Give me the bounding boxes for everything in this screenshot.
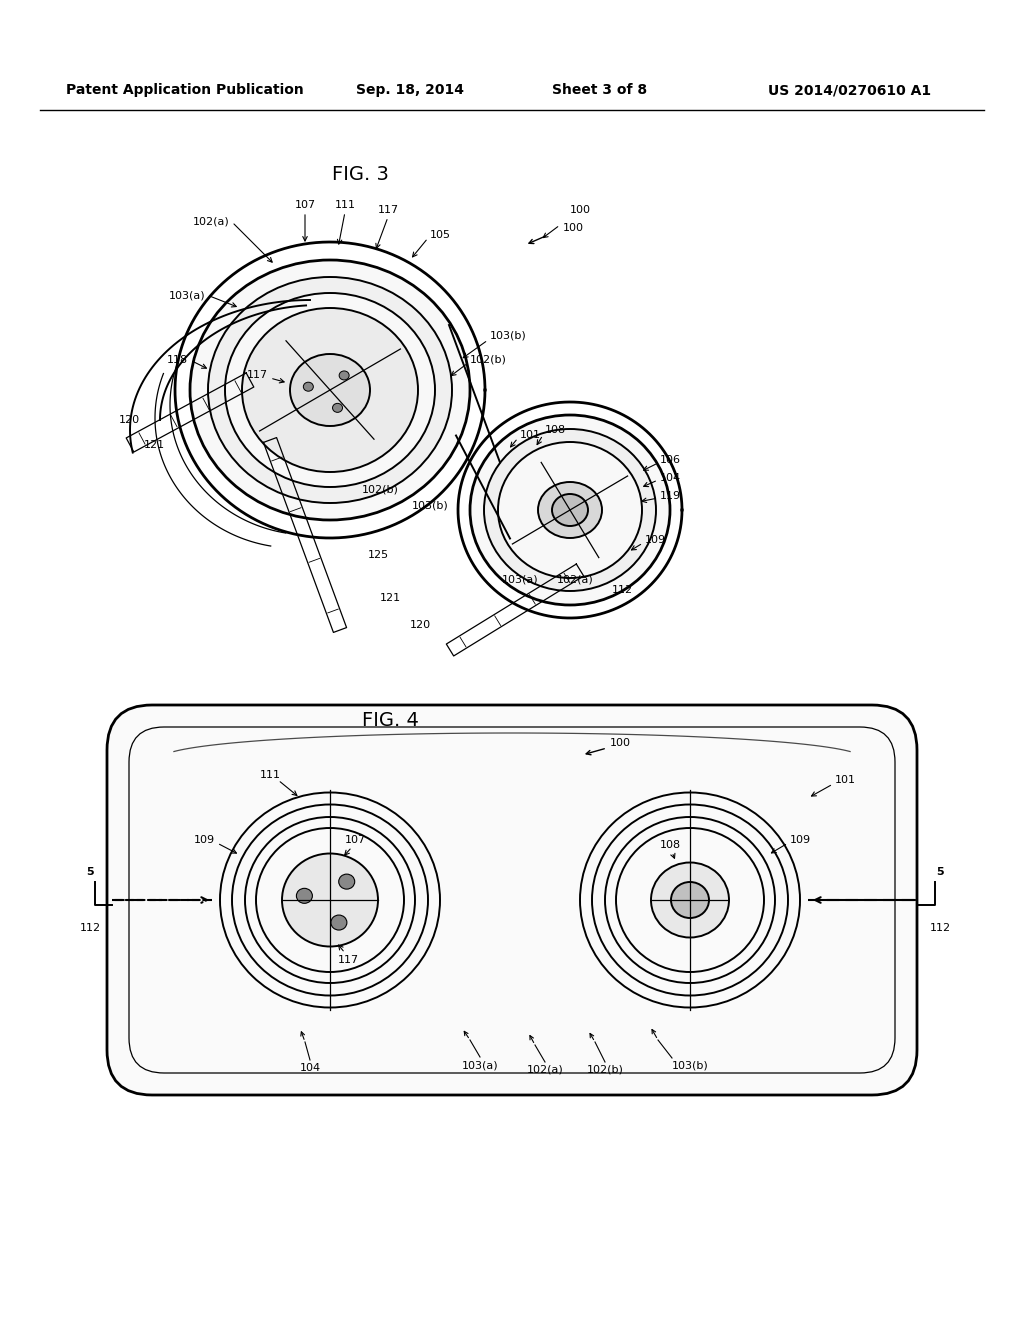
Text: 117: 117 (338, 954, 358, 965)
Text: Sep. 18, 2014: Sep. 18, 2014 (356, 83, 464, 96)
Ellipse shape (242, 308, 418, 473)
Text: 5: 5 (86, 867, 94, 876)
Text: 111: 111 (259, 770, 281, 780)
Text: 106: 106 (660, 455, 681, 465)
Text: 103(a): 103(a) (462, 1060, 499, 1071)
Text: 125: 125 (368, 550, 389, 560)
Text: 108: 108 (659, 840, 681, 850)
Text: 102(a): 102(a) (557, 576, 593, 585)
Text: 109: 109 (194, 836, 215, 845)
Text: 112: 112 (80, 923, 100, 933)
Ellipse shape (331, 915, 347, 931)
Text: 102(a): 102(a) (194, 216, 230, 227)
Text: FIG. 3: FIG. 3 (332, 165, 388, 185)
Text: 112: 112 (930, 923, 950, 933)
Text: 121: 121 (380, 593, 400, 603)
Text: 118: 118 (167, 355, 188, 366)
Text: 119: 119 (660, 491, 681, 502)
Text: 103(b): 103(b) (412, 500, 449, 510)
Text: 120: 120 (410, 620, 430, 630)
Text: 104: 104 (299, 1063, 321, 1073)
Text: 101: 101 (520, 430, 541, 440)
Text: 103(a): 103(a) (502, 576, 539, 585)
Text: 121: 121 (144, 440, 165, 450)
Ellipse shape (333, 404, 342, 412)
Ellipse shape (671, 882, 709, 917)
Ellipse shape (484, 429, 656, 591)
Ellipse shape (290, 354, 370, 426)
Text: 104: 104 (660, 473, 681, 483)
Text: 107: 107 (344, 836, 366, 845)
Ellipse shape (651, 862, 729, 937)
Text: 112: 112 (612, 585, 633, 595)
Text: 103(b): 103(b) (490, 330, 526, 341)
Ellipse shape (470, 414, 670, 605)
Text: 102(a): 102(a) (526, 1065, 563, 1074)
Text: 102(b): 102(b) (587, 1065, 624, 1074)
Text: Sheet 3 of 8: Sheet 3 of 8 (552, 83, 647, 96)
Ellipse shape (208, 277, 452, 503)
Text: 105: 105 (430, 230, 451, 240)
Text: US 2014/0270610 A1: US 2014/0270610 A1 (768, 83, 932, 96)
Ellipse shape (296, 888, 312, 903)
Text: 100: 100 (570, 205, 591, 215)
Ellipse shape (225, 293, 435, 487)
Ellipse shape (339, 874, 354, 890)
Text: FIG. 4: FIG. 4 (361, 710, 419, 730)
Ellipse shape (552, 494, 588, 525)
Text: 109: 109 (790, 836, 811, 845)
Ellipse shape (303, 383, 313, 391)
Text: 111: 111 (335, 201, 355, 210)
Text: 117: 117 (378, 205, 398, 215)
Ellipse shape (339, 371, 349, 380)
Text: 107: 107 (295, 201, 315, 210)
Text: 103(b): 103(b) (672, 1060, 709, 1071)
Text: 101: 101 (835, 775, 856, 785)
Text: 102(b): 102(b) (361, 484, 398, 495)
Text: 117: 117 (247, 370, 268, 380)
Ellipse shape (538, 482, 602, 539)
Text: 100: 100 (610, 738, 631, 748)
Text: 120: 120 (119, 414, 140, 425)
Text: 103(a): 103(a) (168, 290, 205, 300)
Ellipse shape (190, 260, 470, 520)
Text: 100: 100 (563, 223, 584, 234)
Text: 108: 108 (545, 425, 566, 436)
Ellipse shape (498, 442, 642, 578)
Text: 5: 5 (936, 867, 944, 876)
Text: Patent Application Publication: Patent Application Publication (67, 83, 304, 96)
FancyBboxPatch shape (106, 705, 918, 1096)
Text: 109: 109 (645, 535, 667, 545)
Text: 102(b): 102(b) (470, 355, 507, 366)
Ellipse shape (282, 854, 378, 946)
